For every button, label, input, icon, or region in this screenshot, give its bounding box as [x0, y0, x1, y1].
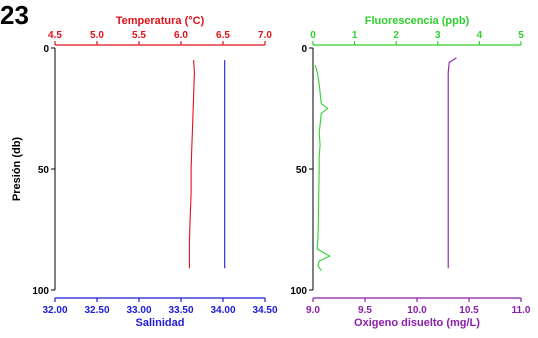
y-tick-label: 100: [32, 286, 49, 297]
bottom-axis-tick-label: 9.5: [358, 305, 372, 316]
series-line-temperature: [188, 60, 195, 269]
top-axis-tick-label: 2: [393, 30, 399, 41]
y-tick-label: 0: [43, 44, 49, 55]
bottom-axis-tick-label: 10.0: [407, 305, 427, 316]
top-axis-tick-label: 6.5: [216, 30, 230, 41]
y-tick-label: 100: [290, 286, 307, 297]
top-axis-tick-label: 4.5: [48, 30, 62, 41]
top-axis-tick-label: 5: [518, 30, 524, 41]
figure-label: 23: [0, 0, 29, 30]
bottom-axis-tick-label: 32.50: [84, 305, 109, 316]
top-axis-tick-label: 5.5: [132, 30, 146, 41]
bottom-axis-tick-label: 33.50: [168, 305, 193, 316]
bottom-axis-tick-label: 9.0: [306, 305, 320, 316]
top-axis-title: Fluorescencia (ppb): [365, 15, 470, 27]
top-axis-tick-label: 7.0: [258, 30, 272, 41]
bottom-axis-tick-label: 33.00: [126, 305, 151, 316]
y-axis-title: Presión (db): [11, 137, 23, 202]
y-tick-label: 50: [38, 165, 50, 176]
panel-temperature-salinity: 0 50 100 Presión (db) 4.5 5.0 5.5 6.0 6.5 7.0 Temp…: [11, 15, 278, 329]
panel-fluorescence-oxygen: 0 50 100 0 1 2 3 4 5 Fluorescencia (ppb) 9.0 9.5 10.…: [290, 15, 531, 329]
top-axis-tick-label: 5.0: [90, 30, 104, 41]
bottom-axis-tick-label: 10.5: [459, 305, 479, 316]
top-axis-tick-label: 1: [352, 30, 358, 41]
y-tick-label: 0: [301, 44, 307, 55]
bottom-axis-tick-label: 11.0: [512, 305, 531, 316]
series-line-fluorescence: [314, 64, 331, 271]
top-axis-title: Temperatura (°C): [116, 15, 205, 27]
top-axis-tick-label: 4: [477, 30, 483, 41]
series-line-oxygen: [447, 57, 457, 269]
bottom-axis-tick-label: 32.00: [42, 305, 67, 316]
bottom-axis-tick-label: 34.00: [210, 305, 235, 316]
top-axis-tick-label: 6.0: [174, 30, 188, 41]
bottom-axis-title: Oxigeno disuelto (mg/L): [354, 317, 480, 329]
top-axis-tick-label: 3: [435, 30, 441, 41]
bottom-axis-tick-label: 34.50: [252, 305, 277, 316]
bottom-axis-title: Salinidad: [136, 317, 185, 329]
y-tick-label: 50: [296, 165, 308, 176]
top-axis-tick-label: 0: [310, 30, 316, 41]
